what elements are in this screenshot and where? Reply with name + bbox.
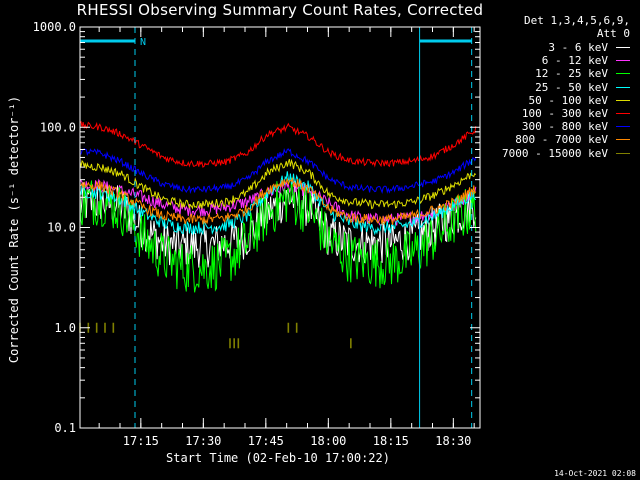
legend-entry-5: 100 - 300 keV (484, 107, 630, 120)
legend: 3 - 6 keV 6 - 12 keV 12 - 25 keV 25 - 50 ke… (484, 41, 630, 160)
legend-swatch (616, 152, 630, 154)
chart-title: RHESSI Observing Summary Count Rates, Co… (76, 1, 484, 19)
legend-swatch (616, 73, 630, 75)
legend-entry-4: 50 - 100 keV (484, 94, 630, 107)
y-tick-label-2: 10.0 (47, 221, 76, 235)
legend-label: 6 - 12 keV (541, 54, 608, 68)
x-tick-label-1: 17:30 (185, 434, 221, 448)
legend-label: 50 - 100 keV (528, 93, 608, 107)
x-axis-label: Start Time (02-Feb-10 17:00:22) (166, 451, 390, 465)
series-line-5 (79, 120, 477, 168)
legend-entry-3: 25 - 50 keV (484, 81, 630, 94)
legend-swatch (616, 126, 630, 128)
y-tick-label-4: 1000.0 (33, 20, 76, 34)
x-tick-label-5: 18:30 (435, 434, 471, 448)
series-line-6 (79, 148, 477, 195)
attenuator-state: Att 0 (596, 27, 630, 40)
y-tick-label-1: 1.0 (54, 321, 76, 335)
legend-entry-8: 7000 - 15000 keV (484, 147, 630, 160)
legend-label: 100 - 300 keV (521, 106, 608, 120)
detector-info: Det 1,3,4,5,6,9, Att 0 (524, 14, 630, 40)
legend-swatch (616, 47, 630, 48)
x-tick-label-3: 18:00 (310, 434, 346, 448)
legend-entry-7: 800 - 7000 keV (484, 133, 630, 146)
series-line-2 (79, 177, 477, 293)
legend-label: 25 - 50 keV (535, 80, 608, 94)
x-tick-label-0: 17:15 (123, 434, 159, 448)
y-axis-label: Corrected Count Rate (s⁻¹ detector⁻¹) (7, 96, 21, 363)
series-line-7 (79, 177, 477, 226)
x-tick-label-2: 17:45 (248, 434, 284, 448)
legend-entry-2: 12 - 25 keV (484, 67, 630, 80)
legend-label: 7000 - 15000 keV (502, 146, 608, 160)
detector-list: Det 1,3,4,5,6,9, (524, 14, 630, 27)
footer-timestamp: 14-Oct-2021 02:08 (554, 469, 636, 478)
legend-label: 300 - 800 keV (521, 120, 608, 134)
legend-swatch (616, 112, 630, 114)
y-tick-label-3: 100.0 (40, 120, 76, 134)
series-line-4 (79, 158, 477, 210)
legend-swatch (616, 86, 630, 88)
legend-swatch (616, 139, 630, 141)
night-marker-label: N (140, 37, 146, 48)
legend-label: 3 - 6 keV (548, 41, 608, 54)
y-tick-label-0: 0.1 (54, 421, 76, 435)
x-tick-label-4: 18:15 (373, 434, 409, 448)
legend-entry-6: 300 - 800 keV (484, 120, 630, 133)
legend-label: 800 - 7000 keV (515, 133, 608, 147)
legend-swatch (616, 60, 630, 62)
legend-entry-0: 3 - 6 keV (484, 41, 630, 54)
legend-swatch (616, 99, 630, 101)
legend-label: 12 - 25 keV (535, 67, 608, 81)
legend-entry-1: 6 - 12 keV (484, 54, 630, 67)
